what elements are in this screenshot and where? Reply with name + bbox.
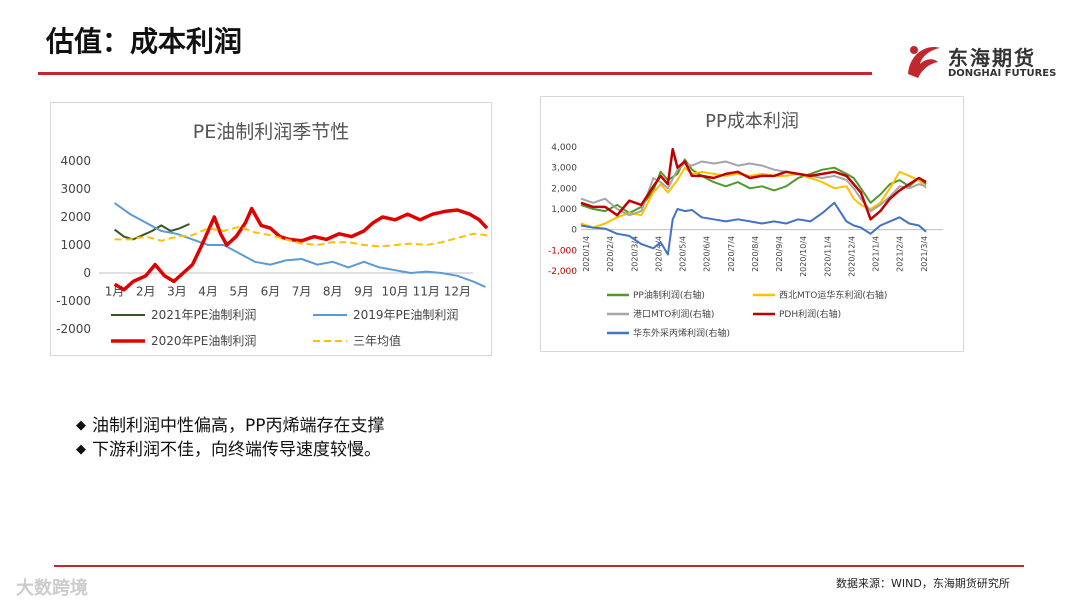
y-tick-label: -2,000 bbox=[548, 267, 577, 277]
x-tick-label: 2020/1/4 bbox=[582, 236, 591, 272]
x-tick-label: 2020/8/4 bbox=[751, 236, 760, 272]
x-tick-label: 2020/7/4 bbox=[727, 236, 736, 272]
footer-divider bbox=[54, 565, 1024, 567]
series-line bbox=[580, 147, 927, 221]
x-tick-label: 2020/6/4 bbox=[703, 236, 712, 272]
x-tick-label: 3月 bbox=[167, 284, 187, 298]
x-tick-label: 10月 bbox=[381, 284, 408, 298]
x-tick-label: 5月 bbox=[229, 284, 249, 298]
x-tick-label: 12月 bbox=[444, 284, 471, 298]
legend-label: PDH利润(右轴) bbox=[779, 308, 841, 320]
x-tick-label: 2020/10/4 bbox=[799, 236, 808, 277]
y-tick-label: 1,000 bbox=[551, 205, 577, 215]
legend-label: 2019年PE油制利润 bbox=[353, 308, 458, 322]
x-tick-label: 2020/5/4 bbox=[679, 236, 688, 272]
header-divider bbox=[38, 72, 872, 75]
x-tick-label: 9月 bbox=[354, 284, 374, 298]
legend-label: 西北MTO运华东利润(右轴) bbox=[779, 289, 887, 301]
bullet-text: 下游利润不佳，向终端传导速度较慢。 bbox=[92, 440, 381, 460]
bullet-text: 油制利润中性偏高，PP丙烯端存在支撑 bbox=[92, 416, 385, 436]
y-tick-label: 0 bbox=[83, 266, 91, 280]
x-tick-label: 6月 bbox=[261, 284, 281, 298]
legend-label: 三年均值 bbox=[353, 333, 401, 348]
brand-name-en: DONGHAI FUTURES bbox=[948, 68, 1057, 79]
x-tick-label: 4月 bbox=[198, 284, 218, 298]
legend-label: 港口MTO利润(右轴) bbox=[633, 308, 714, 320]
data-source: 数据来源：WIND，东海期货研究所 bbox=[836, 577, 1010, 590]
logo-emblem-icon bbox=[908, 46, 940, 78]
y-tick-label: 2000 bbox=[60, 210, 91, 224]
y-tick-label: 4,000 bbox=[551, 143, 577, 153]
y-tick-label: 4000 bbox=[60, 154, 91, 168]
pp-cost-profit-chart: PP成本利润 4,000 3,000 2,000 1,000 0 -1,000 -2,000… bbox=[540, 96, 964, 352]
series-line bbox=[114, 225, 488, 248]
x-tick-label: 2021/1/4 bbox=[872, 236, 881, 272]
y-tick-label: 1000 bbox=[60, 238, 91, 252]
brand-name-cn: 东海期货 bbox=[948, 46, 1036, 70]
series-line bbox=[580, 158, 927, 215]
legend-label: 2021年PE油制利润 bbox=[151, 308, 256, 322]
x-tick-label: 2020/3/4 bbox=[630, 236, 639, 272]
watermark: 大数跨境 bbox=[16, 578, 88, 599]
x-tick-label: 7月 bbox=[292, 284, 312, 298]
x-tick-label: 2020/11/4 bbox=[823, 236, 832, 277]
x-tick-label: 2020/12/4 bbox=[847, 236, 856, 277]
legend-label: PP油制利润(右轴) bbox=[633, 289, 705, 301]
y-tick-label: -1,000 bbox=[548, 246, 577, 256]
diamond-bullet-icon: ◆ bbox=[76, 442, 86, 457]
brand-logo: 东海期货 DONGHAI FUTURES bbox=[900, 38, 1070, 88]
series-line bbox=[113, 223, 190, 241]
x-tick-label: 2021/3/4 bbox=[920, 236, 929, 272]
bullet-list: ◆ 油制利润中性偏高，PP丙烯端存在支撑 ◆ 下游利润不佳，向终端传导速度较慢。 bbox=[76, 414, 385, 462]
bullet-item: ◆ 油制利润中性偏高，PP丙烯端存在支撑 bbox=[76, 414, 385, 438]
x-tick-label: 11月 bbox=[413, 284, 440, 298]
y-tick-label: 3,000 bbox=[551, 164, 577, 174]
series-line bbox=[114, 202, 486, 288]
diamond-bullet-icon: ◆ bbox=[76, 418, 86, 433]
pp-cost-profit-plot: 4,000 3,000 2,000 1,000 0 -1,000 -2,000 2020/1/… bbox=[548, 143, 943, 339]
y-tick-label: -1000 bbox=[56, 294, 91, 308]
bullet-item: ◆ 下游利润不佳，向终端传导速度较慢。 bbox=[76, 438, 385, 462]
series-line bbox=[580, 201, 927, 256]
y-tick-label: 0 bbox=[571, 226, 577, 236]
x-tick-label: 8月 bbox=[323, 284, 343, 298]
y-tick-label: 3000 bbox=[60, 182, 91, 196]
x-tick-label: 2020/4/4 bbox=[654, 236, 663, 272]
series-line bbox=[580, 166, 927, 229]
x-tick-label: 2020/9/4 bbox=[775, 236, 784, 272]
pe-seasonality-chart: PE油制利润季节性 4000 3000 2000 1000 0 -1000 -2000 1月 2… bbox=[50, 102, 492, 356]
series-line bbox=[113, 206, 489, 292]
chart-title: PP成本利润 bbox=[705, 111, 799, 132]
x-tick-label: 2021/2/4 bbox=[896, 236, 905, 272]
y-tick-label: 2,000 bbox=[551, 184, 577, 194]
page-title: 估值：成本利润 bbox=[46, 25, 243, 58]
legend-label: 华东外采丙烯利润(右轴) bbox=[633, 327, 730, 339]
x-tick-label: 2月 bbox=[136, 284, 156, 298]
y-tick-label: -2000 bbox=[56, 322, 91, 336]
x-tick-label: 2020/2/4 bbox=[606, 236, 615, 272]
chart-title: PE油制利润季节性 bbox=[192, 121, 350, 143]
legend-label: 2020年PE油制利润 bbox=[151, 334, 256, 348]
